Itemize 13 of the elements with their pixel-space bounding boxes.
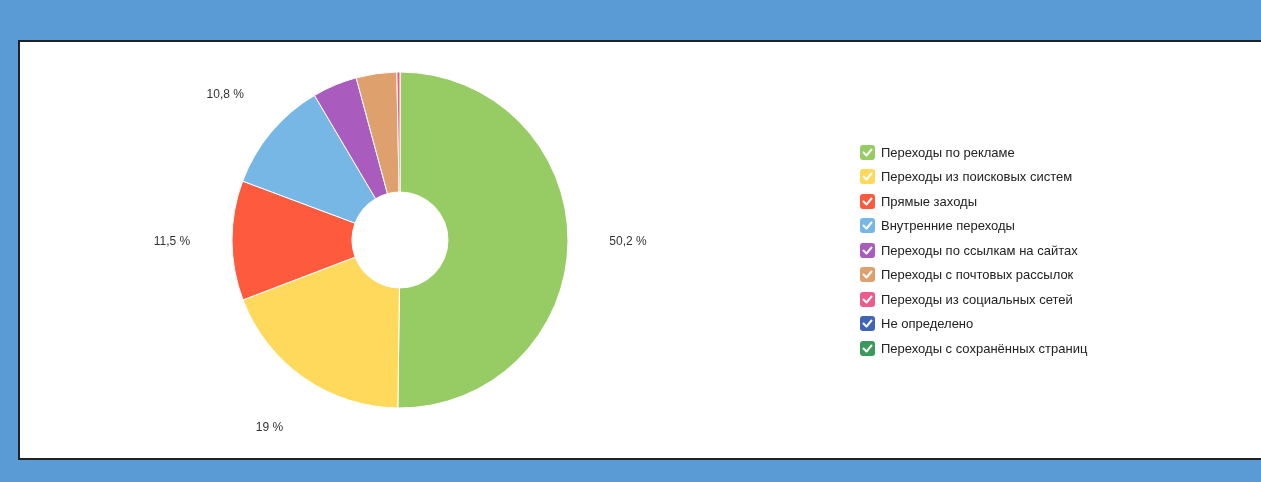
legend-label: Переходы по ссылкам на сайтах — [881, 242, 1078, 258]
legend-label: Внутренние переходы — [881, 218, 1015, 233]
data-label: 50,2 % — [609, 234, 648, 249]
data-label: 11,5 % — [153, 233, 191, 248]
data-label: 19 % — [255, 419, 284, 434]
legend-label: Переходы из социальных сетей — [881, 291, 1073, 307]
legend-label: Не определено — [881, 316, 974, 331]
legend-label: Переходы по рекламе — [881, 144, 1015, 160]
legend-label: Переходы с почтовых рассылок — [881, 267, 1074, 282]
legend-label: Переходы из поисковых систем — [881, 169, 1073, 184]
data-label: 10,8 % — [206, 86, 245, 101]
legend-label: Прямые заходы — [881, 193, 978, 209]
legend-label: Переходы с сохранённых страниц — [881, 340, 1088, 356]
